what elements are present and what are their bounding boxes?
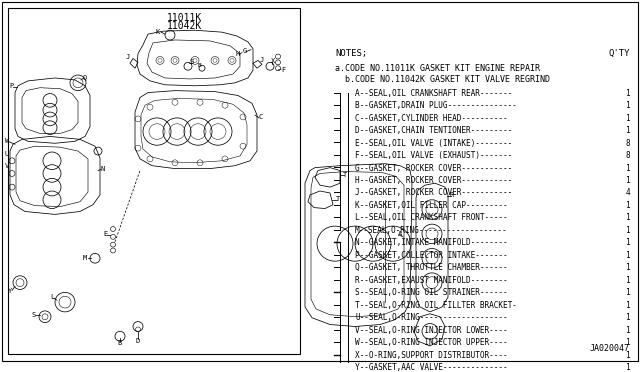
Text: 1: 1 xyxy=(625,176,630,185)
Text: K--GASKET,OIL FILLER CAP---------: K--GASKET,OIL FILLER CAP--------- xyxy=(355,201,508,210)
Text: W--SEAL,O-RING INJECTOR UPPER----: W--SEAL,O-RING INJECTOR UPPER---- xyxy=(355,338,508,347)
Text: W: W xyxy=(5,138,9,144)
Text: X: X xyxy=(271,58,275,64)
Text: S--SEAL,O-RING OIL STRAINER------: S--SEAL,O-RING OIL STRAINER------ xyxy=(355,288,508,297)
Text: 8: 8 xyxy=(625,151,630,160)
Text: M: M xyxy=(83,255,87,261)
Text: D--GASKET,CHAIN TENTIONER---------: D--GASKET,CHAIN TENTIONER--------- xyxy=(355,126,512,135)
Text: N: N xyxy=(101,166,105,171)
Text: A--SEAL,OIL CRANKSHAFT REAR-------: A--SEAL,OIL CRANKSHAFT REAR------- xyxy=(355,89,512,98)
Text: 11042K: 11042K xyxy=(166,21,202,31)
Text: G: G xyxy=(243,48,247,54)
Text: Y--GASKET,AAC VALVE--------------: Y--GASKET,AAC VALVE-------------- xyxy=(355,363,508,372)
Text: N--GASKET,INTAKE MANIFOLD--------: N--GASKET,INTAKE MANIFOLD-------- xyxy=(355,238,508,247)
Text: S: S xyxy=(32,312,36,318)
Text: 1: 1 xyxy=(625,201,630,210)
Text: R--GASKET,EXAUST MANIFOLD--------: R--GASKET,EXAUST MANIFOLD-------- xyxy=(355,276,508,285)
Text: 8: 8 xyxy=(625,139,630,148)
Text: R: R xyxy=(450,192,454,198)
Text: 11011K: 11011K xyxy=(166,13,202,23)
Text: E: E xyxy=(103,231,107,237)
Text: H--GASKET, ROCKER COVER-----------: H--GASKET, ROCKER COVER----------- xyxy=(355,176,512,185)
Text: 1: 1 xyxy=(625,276,630,285)
Text: 1: 1 xyxy=(625,288,630,297)
Text: JA020047: JA020047 xyxy=(590,344,630,353)
Text: V--SEAL,O-RING INJECTOR LOWER----: V--SEAL,O-RING INJECTOR LOWER---- xyxy=(355,326,508,335)
Text: B--GASKET,DRAIN PLUG---------------: B--GASKET,DRAIN PLUG--------------- xyxy=(355,101,517,110)
Text: G--GASKET, ROCKER COVER-----------: G--GASKET, ROCKER COVER----------- xyxy=(355,164,512,173)
Text: B: B xyxy=(197,63,201,68)
Text: Y: Y xyxy=(8,288,12,294)
Text: 1: 1 xyxy=(625,301,630,310)
Text: P--GASKET,COLLECTOR INTAKE-------: P--GASKET,COLLECTOR INTAKE------- xyxy=(355,251,508,260)
Text: 1: 1 xyxy=(625,313,630,322)
Text: E--SEAL,OIL VALVE (INTAKE)--------: E--SEAL,OIL VALVE (INTAKE)-------- xyxy=(355,139,512,148)
Bar xyxy=(8,8,300,354)
Text: C--GASKET,CYLINDER HEAD----------: C--GASKET,CYLINDER HEAD---------- xyxy=(355,113,508,123)
Text: B: B xyxy=(118,340,122,346)
Text: 4: 4 xyxy=(625,189,630,198)
Text: L: L xyxy=(50,294,54,300)
Text: 1: 1 xyxy=(625,113,630,123)
Text: S: S xyxy=(190,60,194,65)
Text: P: P xyxy=(9,83,13,89)
Text: X--O-RING,SUPPORT DISTRIBUTOR----: X--O-RING,SUPPORT DISTRIBUTOR---- xyxy=(355,351,508,360)
Text: J: J xyxy=(126,54,130,60)
Text: A: A xyxy=(398,231,402,237)
Text: T--SEAL,O-RING OIL FILLTER BRACKET-: T--SEAL,O-RING OIL FILLTER BRACKET- xyxy=(355,301,517,310)
Text: 1: 1 xyxy=(625,126,630,135)
Text: C: C xyxy=(259,114,263,120)
Text: 1: 1 xyxy=(625,226,630,235)
Text: 1: 1 xyxy=(625,338,630,347)
Text: 1: 1 xyxy=(625,251,630,260)
Text: 1: 1 xyxy=(625,214,630,222)
Text: 1: 1 xyxy=(625,263,630,272)
Text: D: D xyxy=(136,338,140,344)
Text: 1: 1 xyxy=(625,238,630,247)
Text: J--GASKET, ROCKER COVER-----------: J--GASKET, ROCKER COVER----------- xyxy=(355,189,512,198)
Text: 1: 1 xyxy=(625,351,630,360)
Text: U: U xyxy=(5,151,9,157)
Text: Q'TY: Q'TY xyxy=(609,49,630,58)
Text: 1: 1 xyxy=(625,89,630,98)
Text: V: V xyxy=(5,163,9,169)
Text: 1: 1 xyxy=(625,326,630,335)
Text: b.CODE NO.11042K GASKET KIT VALVE REGRIND: b.CODE NO.11042K GASKET KIT VALVE REGRIN… xyxy=(335,75,550,84)
Text: F--SEAL,OIL VALVE (EXHAUST)-------: F--SEAL,OIL VALVE (EXHAUST)------- xyxy=(355,151,512,160)
Text: F: F xyxy=(281,67,285,73)
Text: Q: Q xyxy=(83,74,87,80)
Text: a.CODE NO.11011K GASKET KIT ENGINE REPAIR: a.CODE NO.11011K GASKET KIT ENGINE REPAI… xyxy=(335,64,540,73)
Text: U--SEAL,O-RING-------------------: U--SEAL,O-RING------------------- xyxy=(355,313,508,322)
Text: L--SEAL,OIL CRANKSHAFT FRONT-----: L--SEAL,OIL CRANKSHAFT FRONT----- xyxy=(355,214,508,222)
Text: Q--GASKET, THROTTLE CHAMBER------: Q--GASKET, THROTTLE CHAMBER------ xyxy=(355,263,508,272)
Text: H: H xyxy=(236,51,240,57)
Text: J: J xyxy=(260,57,264,63)
Text: K: K xyxy=(156,29,160,35)
Text: NOTES;: NOTES; xyxy=(335,49,367,58)
Text: M--SEAL,O-RING-------------------: M--SEAL,O-RING------------------- xyxy=(355,226,508,235)
Text: 1: 1 xyxy=(625,363,630,372)
Text: T: T xyxy=(336,196,340,202)
Text: 1: 1 xyxy=(625,101,630,110)
Text: 1: 1 xyxy=(625,164,630,173)
Text: T: T xyxy=(343,172,347,179)
